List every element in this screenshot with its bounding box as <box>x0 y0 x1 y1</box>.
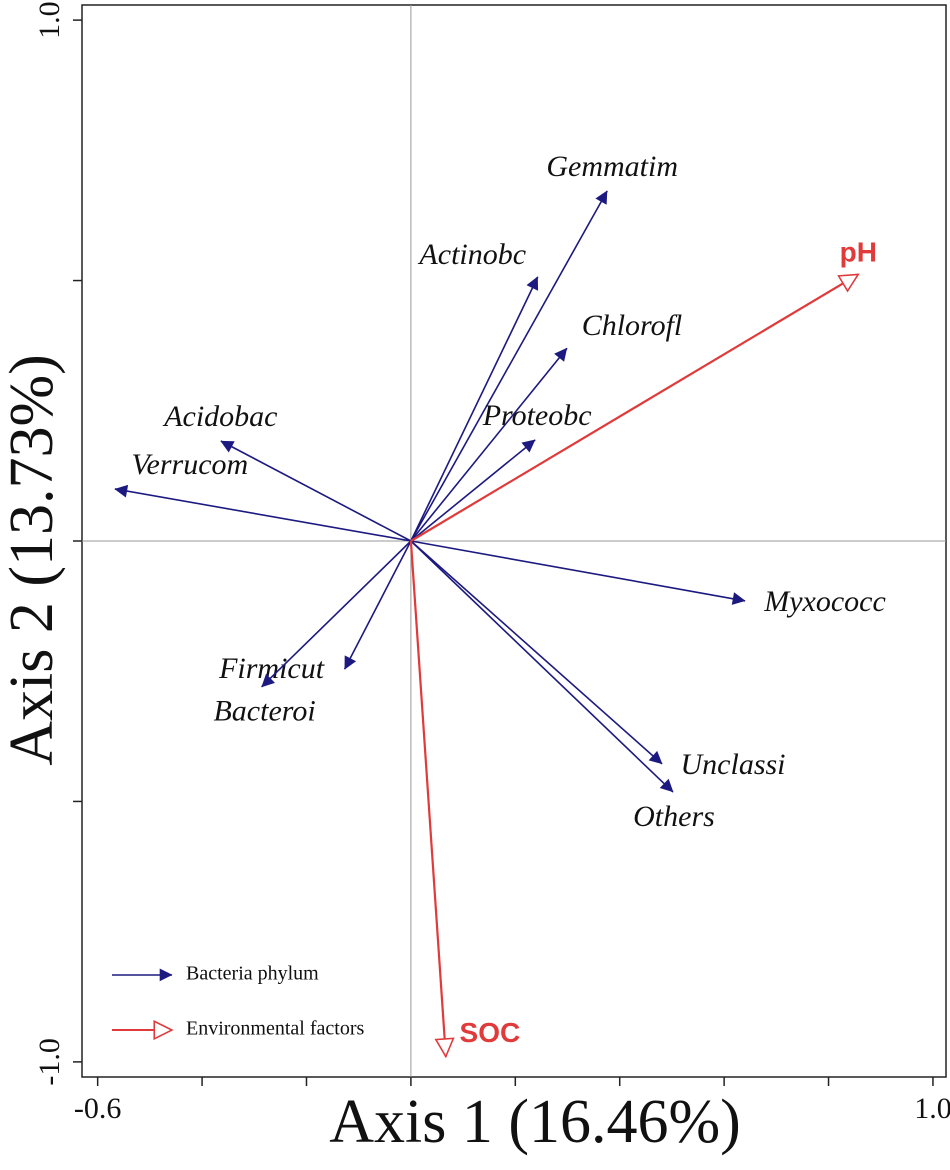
arrow <box>261 540 412 688</box>
arrow-label: Myxococc <box>763 585 886 618</box>
legend-label: Bacteria phylum <box>186 963 319 985</box>
arrow <box>410 439 536 542</box>
y-tick-label: -1.0 <box>33 1038 66 1086</box>
arrow <box>410 540 746 605</box>
y-tick-label: 1.0 <box>33 1 66 39</box>
arrow-label: Others <box>633 800 715 833</box>
arrow-label: Proteobc <box>482 399 592 432</box>
arrow <box>410 540 663 765</box>
arrow <box>410 540 674 793</box>
arrow <box>410 347 568 542</box>
x-tick-label: -0.6 <box>74 1092 122 1125</box>
arrow-label: Bacteroi <box>213 695 315 728</box>
arrow <box>410 273 860 542</box>
arrow <box>410 190 608 542</box>
arrow-label: Verrucom <box>132 448 249 481</box>
arrow <box>410 276 539 542</box>
arrow <box>409 540 455 1059</box>
arrow <box>220 440 412 542</box>
arrow <box>114 484 412 542</box>
arrow-label: Actinobc <box>417 238 526 271</box>
arrow-label: SOC <box>460 1017 521 1048</box>
arrow-label: pH <box>840 237 877 268</box>
arrow-label: Gemmatim <box>546 150 678 183</box>
arrow <box>343 540 412 670</box>
y-axis-title: Axis 2 (13.73%) <box>0 354 66 766</box>
arrow-label: Firmicut <box>218 652 325 685</box>
arrow-label: Unclassi <box>681 748 786 781</box>
arrow-label: Acidobac <box>162 400 277 433</box>
legend-label: Environmental factors <box>186 1018 364 1040</box>
x-axis-title: Axis 1 (16.46%) <box>329 1088 741 1156</box>
arrow-label: Chlorofl <box>582 309 683 342</box>
x-tick-label: 1.0 <box>914 1092 950 1125</box>
